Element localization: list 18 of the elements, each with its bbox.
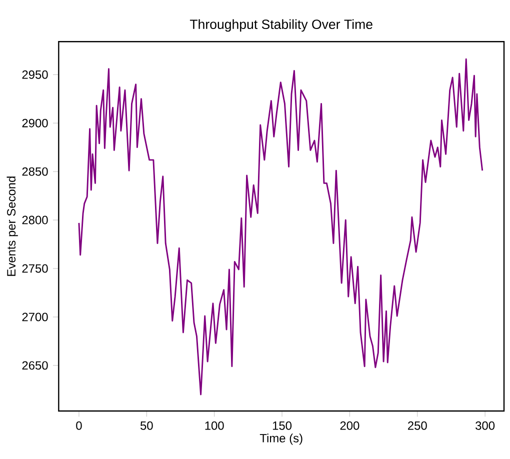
x-tick-label: 300 — [476, 421, 495, 430]
y-tick-label: 2650 — [22, 361, 48, 370]
x-tick-label: 150 — [272, 421, 292, 430]
x-tick-label: 50 — [140, 421, 153, 430]
y-tick-label: 2850 — [22, 167, 48, 176]
x-tick-label: 200 — [340, 421, 360, 430]
x-tick-label: 250 — [408, 421, 427, 430]
line-series — [78, 58, 484, 396]
x-tick-label: 0 — [76, 421, 82, 430]
y-tick-label: 2900 — [22, 118, 48, 128]
y-tick-label: 2950 — [22, 70, 48, 79]
y-tick-label: 2750 — [22, 264, 48, 273]
chart-title: Throughput Stability Over Time — [190, 19, 372, 32]
x-axis-title: Time (s) — [260, 434, 302, 445]
x-tick-label: 100 — [205, 421, 224, 430]
y-axis-title: Events per Second — [6, 176, 18, 276]
y-tick-label: 2800 — [22, 216, 48, 224]
y-tick-label: 2700 — [22, 312, 48, 322]
